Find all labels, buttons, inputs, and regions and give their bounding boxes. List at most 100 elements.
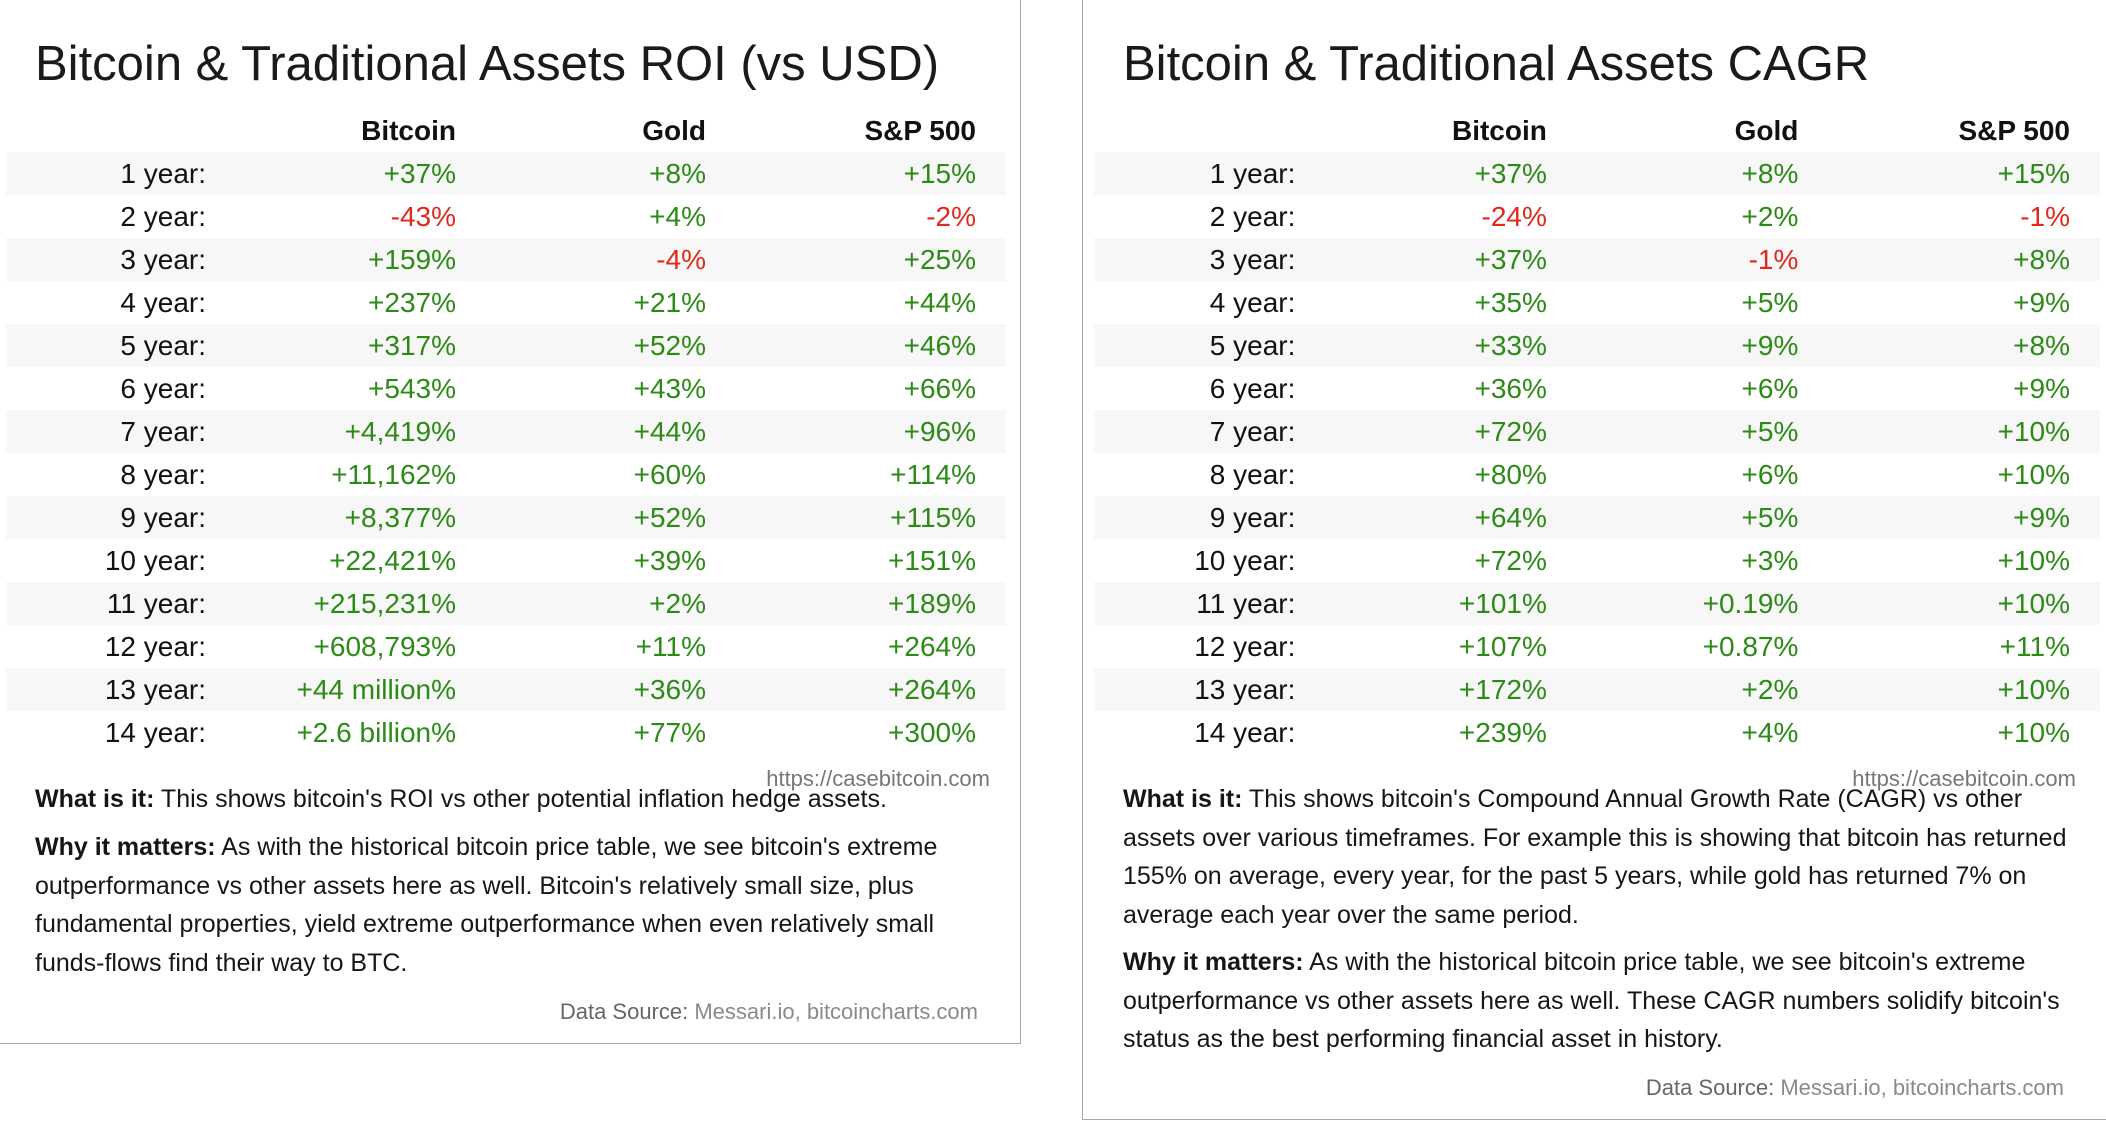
table-row: 2 year: -43% +4% -2% [6,195,1006,238]
roi-source-links: Messari.io, bitcoincharts.com [694,999,978,1024]
row-label: 3 year: [1209,243,1296,275]
row-label: 10 year: [1194,544,1296,576]
row-label: 7 year: [120,415,206,447]
row-label: 7 year: [1209,415,1296,447]
table-row: 1 year: +37% +8% +15% [1094,152,2100,195]
cagr-header-gold: Gold [1734,115,1799,146]
value-cell-sp500: +10% [1997,415,2070,447]
roi-header-row: Bitcoin Gold S&P 500 [6,110,1006,152]
roi-what-is-it: What is it: This shows bitcoin's ROI vs … [35,780,995,819]
row-label: 12 year: [1194,630,1296,662]
value-cell-sp500: +10% [1997,544,2070,576]
value-cell-bitcoin: +4,419% [344,415,456,447]
cagr-what-text: This shows bitcoin's Compound Annual Gro… [1123,785,2067,929]
cagr-header-sp500: S&P 500 [1958,115,2070,146]
value-cell-bitcoin: +543% [368,372,456,404]
table-row: 5 year: +33% +9% +8% [1094,324,2100,367]
value-cell-gold: +5% [1741,286,1799,318]
table-row: 11 year: +101% +0.19% +10% [1094,582,2100,625]
value-cell-bitcoin: +237% [368,286,456,318]
value-cell-bitcoin: +37% [1474,157,1547,189]
value-cell-sp500: +10% [1997,458,2070,490]
cagr-table: Bitcoin Gold S&P 500 1 year: +37% +8% +15% 2… [1094,110,2100,754]
value-cell-gold: +77% [633,716,706,748]
value-cell-gold: +4% [649,200,706,232]
value-cell-bitcoin: +107% [1458,630,1547,662]
roi-title: Bitcoin & Traditional Assets ROI (vs USD… [35,37,940,91]
cagr-why-it-matters: Why it matters: As with the historical b… [1123,943,2083,1059]
row-label: 13 year: [1194,673,1296,705]
table-row: 4 year: +237% +21% +44% [6,281,1006,324]
row-label: 2 year: [1209,200,1296,232]
value-cell-bitcoin: +608,793% [313,630,456,662]
row-label: 8 year: [1209,458,1296,490]
table-row: 9 year: +8,377% +52% +115% [6,496,1006,539]
value-cell-bitcoin: +22,421% [329,544,456,576]
roi-what-text: This shows bitcoin's ROI vs other potent… [154,785,887,813]
value-cell-bitcoin: +159% [368,243,456,275]
cagr-source-links: Messari.io, bitcoincharts.com [1780,1075,2064,1100]
cagr-why-text: As with the historical bitcoin price tab… [1123,948,2060,1053]
value-cell-gold: -4% [656,243,706,275]
table-row: 12 year: +107% +0.87% +11% [1094,625,2100,668]
roi-source-label: Data Source: [559,999,695,1024]
cagr-title: Bitcoin & Traditional Assets CAGR [1123,37,1870,91]
row-label: 2 year: [120,200,206,232]
table-row: 10 year: +22,421% +39% +151% [6,539,1006,582]
roi-why-it-matters: Why it matters: As with the historical b… [35,828,995,982]
value-cell-sp500: +9% [2013,372,2070,404]
value-cell-sp500: +11% [1999,630,2070,662]
table-row: 8 year: +11,162% +60% +114% [6,453,1006,496]
value-cell-gold: +52% [633,501,706,533]
cagr-what-label: What is it: [1123,785,1243,813]
cagr-card: Bitcoin & Traditional Assets CAGR Bitcoi… [1082,0,2106,1120]
value-cell-bitcoin: +72% [1474,544,1547,576]
table-row: 9 year: +64% +5% +9% [1094,496,2100,539]
table-row: 2 year: -24% +2% -1% [1094,195,2100,238]
cagr-what-is-it: What is it: This shows bitcoin's Compoun… [1123,780,2083,934]
roi-header-bitcoin: Bitcoin [361,115,456,146]
value-cell-bitcoin: +35% [1474,286,1547,318]
value-cell-sp500: +10% [1997,673,2070,705]
value-cell-bitcoin: -24% [1481,200,1547,232]
value-cell-bitcoin: +64% [1474,501,1547,533]
roi-header-gold: Gold [642,115,706,146]
value-cell-gold: +8% [1741,157,1799,189]
table-row: 1 year: +37% +8% +15% [6,152,1006,195]
value-cell-sp500: +114% [890,458,976,490]
row-label: 1 year: [120,157,206,189]
value-cell-sp500: +96% [903,415,976,447]
value-cell-sp500: +15% [1997,157,2070,189]
value-cell-bitcoin: +239% [1458,716,1547,748]
value-cell-bitcoin: +11,162% [331,458,456,490]
row-label: 13 year: [104,673,206,705]
roi-source-url: https://casebitcoin.com [766,766,990,791]
value-cell-sp500: +8% [2013,329,2070,361]
row-label: 1 year: [1209,157,1296,189]
cagr-source-label: Data Source: [1645,1075,1781,1100]
value-cell-bitcoin: +80% [1474,458,1547,490]
value-cell-gold: +4% [1741,716,1799,748]
value-cell-sp500: +151% [888,544,976,576]
roi-table: Bitcoin Gold S&P 500 1 year: +37% +8% +15% 2… [6,110,1006,754]
row-label: 4 year: [1209,286,1296,318]
roi-data-source: Data Source: Messari.io, bitcoincharts.c… [560,999,978,1025]
cagr-header-row: Bitcoin Gold S&P 500 [1094,110,2100,152]
row-label: 14 year: [104,716,206,748]
value-cell-bitcoin: +2.6 billion% [296,716,456,748]
value-cell-gold: +36% [633,673,706,705]
table-row: 10 year: +72% +3% +10% [1094,539,2100,582]
value-cell-sp500: +25% [903,243,976,275]
value-cell-sp500: +9% [2013,501,2070,533]
roi-header-sp500: S&P 500 [864,115,976,146]
value-cell-gold: +2% [1741,200,1799,232]
value-cell-gold: +11% [635,630,706,662]
value-cell-gold: +44% [633,415,706,447]
value-cell-sp500: -2% [926,200,976,232]
table-row: 14 year: +2.6 billion% +77% +300% [6,711,1006,754]
table-row: 8 year: +80% +6% +10% [1094,453,2100,496]
cagr-data-source: Data Source: Messari.io, bitcoincharts.c… [1646,1075,2064,1101]
value-cell-sp500: +9% [2013,286,2070,318]
value-cell-sp500: +300% [888,716,976,748]
value-cell-sp500: +46% [903,329,976,361]
